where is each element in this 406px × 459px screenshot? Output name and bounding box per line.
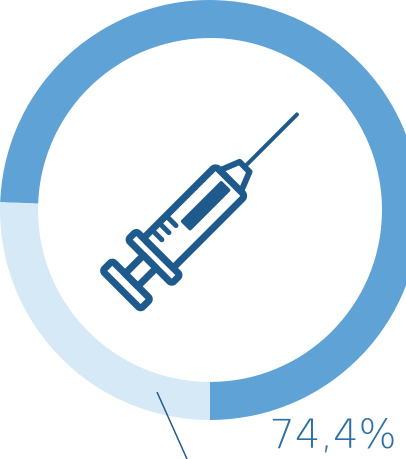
syringe-icon xyxy=(100,112,299,312)
percentage-label: 74,4% xyxy=(269,412,396,458)
donut-segment-1 xyxy=(0,202,210,420)
donut-segments xyxy=(0,0,406,420)
leader-line xyxy=(156,391,188,459)
